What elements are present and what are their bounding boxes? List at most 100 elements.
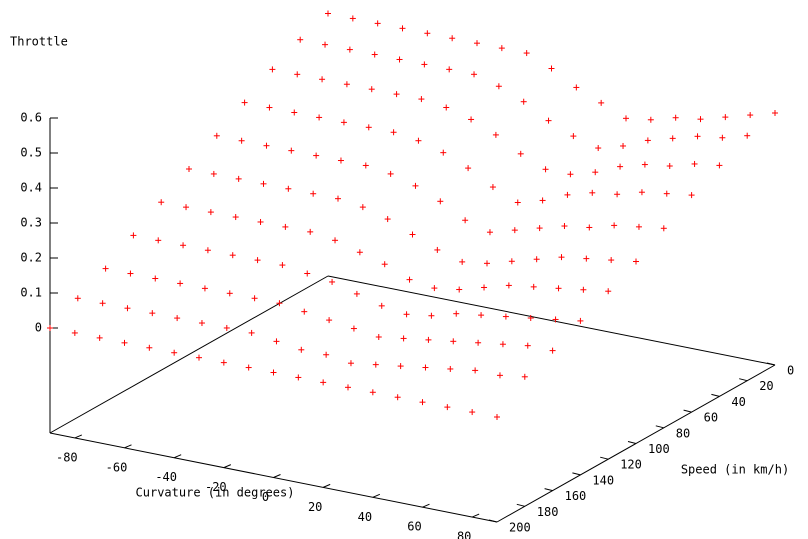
point — [319, 76, 326, 83]
point — [672, 114, 679, 121]
point — [605, 288, 612, 295]
y-tick-label: 40 — [731, 395, 745, 409]
point — [313, 152, 320, 159]
point — [468, 116, 475, 123]
point — [273, 338, 280, 345]
y-tick-label: 120 — [620, 458, 642, 472]
point — [186, 166, 192, 172]
point — [517, 150, 524, 157]
point — [524, 342, 531, 349]
point — [772, 110, 778, 116]
x-tick — [471, 513, 480, 518]
point — [387, 170, 394, 177]
y-tick — [711, 393, 720, 397]
y-tick — [544, 488, 553, 492]
point — [552, 316, 559, 323]
point — [647, 116, 654, 123]
point — [577, 317, 584, 324]
point — [542, 166, 549, 173]
y-tick — [488, 519, 498, 523]
point — [496, 372, 503, 379]
point — [558, 254, 565, 261]
point — [641, 161, 648, 168]
point — [196, 354, 202, 361]
point — [220, 359, 227, 366]
point — [323, 351, 330, 358]
point — [437, 198, 444, 205]
y-tick-label: 180 — [537, 505, 559, 519]
x-tick — [124, 444, 132, 449]
point — [511, 227, 518, 234]
point — [124, 305, 131, 312]
z-tick-label: 0.3 — [20, 216, 42, 230]
point — [583, 255, 590, 262]
point — [266, 104, 273, 111]
point — [325, 10, 331, 17]
point — [617, 163, 624, 170]
point — [660, 225, 667, 232]
z-tick-label: 0.6 — [20, 111, 42, 125]
point — [716, 162, 723, 169]
point — [260, 180, 267, 187]
point — [539, 197, 546, 204]
point — [399, 25, 406, 32]
point — [447, 365, 454, 372]
point — [669, 135, 676, 142]
point — [440, 149, 447, 156]
point — [623, 115, 629, 122]
point — [570, 133, 577, 140]
z-tick-label: 0 — [35, 321, 42, 335]
point — [146, 344, 153, 351]
point — [254, 257, 261, 264]
point — [475, 339, 482, 346]
point — [498, 45, 505, 52]
point — [326, 317, 333, 324]
point — [207, 209, 214, 216]
point — [288, 147, 295, 154]
z-tick-label: 0.4 — [20, 181, 42, 195]
point — [307, 228, 314, 235]
point — [297, 36, 304, 43]
point — [198, 320, 205, 327]
point — [279, 262, 286, 269]
point — [561, 223, 568, 230]
point — [335, 195, 341, 202]
point — [356, 249, 363, 256]
x-tick-label: 80 — [457, 530, 471, 539]
point — [213, 132, 220, 139]
point — [241, 99, 248, 106]
point — [316, 114, 323, 121]
z-tick-label: 0.5 — [20, 146, 42, 160]
point — [514, 199, 521, 206]
point — [747, 112, 754, 119]
point — [494, 414, 500, 420]
point — [508, 258, 515, 265]
z-tick-label: 0.1 — [20, 286, 42, 300]
point — [555, 285, 562, 292]
point — [149, 310, 156, 317]
x-tick — [372, 493, 381, 498]
point — [431, 285, 438, 292]
point — [171, 349, 178, 356]
point — [74, 295, 81, 302]
point — [484, 260, 490, 267]
point — [663, 190, 670, 197]
y-axis-label: Speed (in km/h) — [681, 463, 789, 477]
point — [536, 225, 543, 232]
point — [269, 66, 276, 73]
point — [397, 363, 404, 370]
y-tick-label: 60 — [704, 411, 718, 425]
point — [47, 325, 53, 331]
point — [310, 190, 317, 197]
point — [469, 409, 476, 416]
point — [449, 35, 456, 42]
point — [412, 182, 419, 189]
point — [251, 295, 258, 302]
point — [521, 373, 528, 380]
y-tick — [655, 425, 664, 429]
point — [301, 308, 308, 315]
point — [567, 171, 574, 178]
point — [158, 199, 165, 206]
point — [573, 84, 580, 91]
